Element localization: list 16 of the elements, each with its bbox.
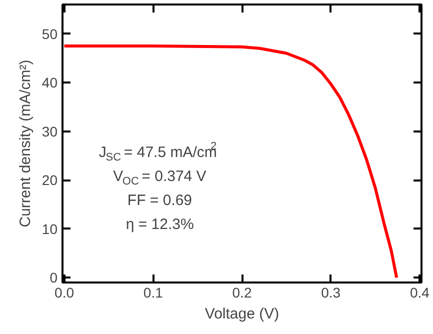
annotation: FF = 0.69 [127,192,192,209]
x-tick-label: 0.4 [410,284,430,300]
y-tick-label: 10 [42,220,58,237]
y-tick-label: 40 [42,74,58,91]
y-tick-label: 50 [42,26,58,42]
y-tick-label: 30 [42,123,58,140]
y-axis-title: Current density (mA/cm²) [16,60,34,228]
x-tick-label: 0.0 [54,284,74,300]
x-tick-label: 0.2 [232,284,252,300]
annotation: η = 12.3% [126,216,194,233]
x-tick-label: 0.1 [143,284,164,300]
y-tick-label: 20 [42,172,58,188]
x-axis-title: Voltage (V) [204,306,280,322]
line-series [62,44,398,280]
x-tick-label: 0.3 [321,284,341,300]
y-tick-label: 0 [50,270,58,286]
